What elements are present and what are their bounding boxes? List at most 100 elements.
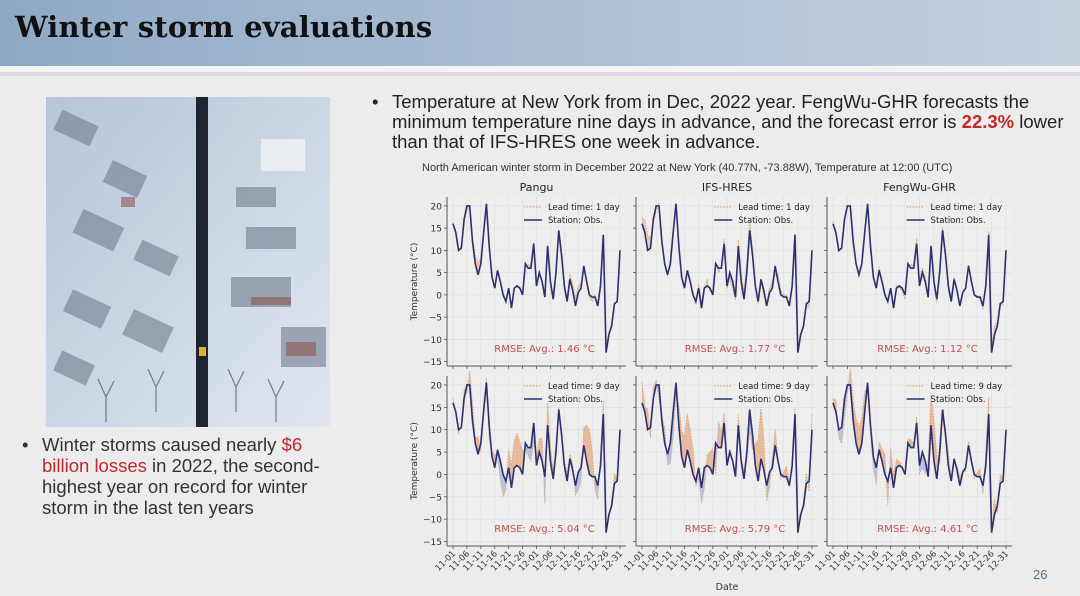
- rmse-annotation: RMSE: Avg.: 1.46 °C: [494, 344, 594, 355]
- error-fill: [589, 429, 593, 477]
- chart-panel-1: IFS-HRES Lead time: 1 day Station: Obs. RMS…: [633, 181, 818, 369]
- losses-text-prefix: Winter storms caused nearly: [42, 434, 282, 455]
- error-fill: [718, 421, 722, 448]
- legend-forecast-label: Lead time: 1 day: [738, 203, 810, 213]
- error-fill: [528, 447, 531, 461]
- legend-forecast-label: Lead time: 9 day: [548, 382, 620, 392]
- legend-forecast-label: Lead time: 1 day: [548, 203, 620, 213]
- y-axis-label: Temperature (°C): [410, 243, 420, 322]
- panel-title: Pangu: [520, 181, 554, 194]
- error-fill: [707, 452, 710, 468]
- y-tick-label: −10: [423, 516, 442, 526]
- rmse-annotation: RMSE: Avg.: 1.12 °C: [877, 344, 977, 355]
- y-tick-label: 10: [431, 426, 443, 436]
- x-axis-label: Date: [716, 582, 739, 593]
- error-fill: [873, 456, 877, 484]
- error-fill: [539, 438, 543, 461]
- error-fill: [922, 452, 926, 474]
- legend-obs-label: Station: Obs.: [548, 216, 603, 226]
- rmse-annotation: RMSE: Avg.: 5.79 °C: [685, 524, 785, 535]
- panel-title: IFS-HRES: [702, 181, 752, 194]
- observed-line: [641, 203, 813, 353]
- y-tick-label: 15: [431, 225, 442, 235]
- chart-panel-2: FengWu-GHR Lead time: 1 day Station: Obs. R…: [824, 181, 1012, 369]
- observed-line: [832, 382, 1007, 533]
- error-fill: [755, 439, 759, 482]
- error-fill: [511, 440, 515, 488]
- legend-obs-label: Station: Obs.: [738, 216, 793, 226]
- rmse-annotation: RMSE: Avg.: 5.04 °C: [494, 524, 594, 535]
- y-tick-label: 10: [431, 247, 443, 257]
- figure-title: North American winter storm in December …: [422, 162, 953, 174]
- rmse-annotation: RMSE: Avg.: 1.77 °C: [685, 344, 785, 355]
- rmse-annotation: RMSE: Avg.: 4.61 °C: [877, 524, 977, 535]
- error-fill: [517, 434, 520, 468]
- error-fill: [514, 434, 518, 468]
- summary-text-2: lower than that of IFS-HRES one week in …: [392, 111, 1064, 152]
- error-fill: [847, 368, 851, 393]
- chart-panel-4: 11-0111-0611-1111-1611-2111-2612-0112-06…: [623, 376, 818, 593]
- error-fill: [838, 427, 842, 444]
- legend-obs-label: Station: Obs.: [548, 395, 603, 405]
- error-fill: [647, 409, 651, 438]
- error-fill: [594, 476, 598, 500]
- y-tick-label: −5: [429, 314, 442, 324]
- y-tick-label: 0: [436, 291, 442, 301]
- panel-title: FengWu-GHR: [883, 181, 956, 194]
- chart-panel-5: 11-0111-0611-1111-1611-2111-2612-0112-06…: [814, 368, 1012, 574]
- losses-highlight: $6 billion losses: [42, 434, 303, 476]
- forecast-line: [641, 202, 813, 350]
- page-title: Winter storm evaluations: [15, 10, 433, 44]
- observed-line: [641, 382, 813, 533]
- header-bar: Winter storm evaluations: [0, 0, 1080, 66]
- y-tick-label: 5: [436, 449, 442, 459]
- summary-text-1: Temperature at New York from in Dec, 202…: [392, 91, 1030, 132]
- legend-obs-label: Station: Obs.: [931, 216, 986, 226]
- bullet-icon: •: [22, 434, 29, 455]
- error-fill: [500, 461, 504, 497]
- observed-line: [452, 382, 621, 533]
- legend-forecast-label: Lead time: 1 day: [931, 203, 1003, 213]
- error-fill: [977, 468, 981, 477]
- y-tick-label: 20: [431, 202, 443, 212]
- error-fill: [687, 413, 691, 461]
- error-reduction-highlight: 22.3%: [961, 111, 1015, 132]
- error-fill: [592, 449, 595, 491]
- error-fill: [910, 439, 914, 448]
- y-tick-label: −5: [429, 493, 442, 503]
- losses-text-suffix: in 2022, the second-highest year on reco…: [42, 455, 320, 518]
- y-tick-label: 5: [436, 269, 442, 279]
- bullet-icon: •: [372, 91, 379, 112]
- chart-panel-3: 20151050−5−10−1511-0111-0611-1111-1611-2…: [410, 371, 626, 574]
- chart-panel-0: 20 15 10 5 0 −5 −10 −15 Pangu Lead time: 1 day Sta…: [410, 181, 626, 369]
- forecast-summary-text: Temperature at New York from in Dec, 202…: [392, 92, 1080, 152]
- page-number: 26: [1033, 567, 1048, 582]
- observed-line: [452, 203, 621, 353]
- error-fill: [715, 262, 719, 273]
- y-tick-label: −15: [423, 358, 442, 368]
- snow-aerial-photo: [46, 97, 330, 427]
- error-fill: [519, 440, 523, 475]
- photo-illustration: [46, 97, 330, 427]
- error-fill: [647, 234, 651, 251]
- forecast-line: [832, 368, 1007, 529]
- error-fill: [783, 466, 787, 477]
- y-tick-label: −15: [423, 538, 442, 548]
- observed-line: [832, 203, 1007, 353]
- error-fill: [466, 371, 470, 394]
- error-fill: [583, 425, 587, 461]
- error-fill: [578, 467, 582, 491]
- legend-forecast-label: Lead time: 9 day: [931, 382, 1003, 392]
- header-divider: [0, 66, 1080, 76]
- error-fill: [761, 407, 764, 470]
- legend-obs-label: Station: Obs.: [738, 395, 793, 405]
- legend-obs-label: Station: Obs.: [931, 395, 986, 405]
- y-tick-label: −10: [423, 336, 442, 346]
- y-tick-label: 0: [436, 471, 442, 481]
- y-axis-label: Temperature (°C): [410, 422, 420, 501]
- legend-forecast-label: Lead time: 9 day: [738, 382, 810, 392]
- y-tick-label: 15: [431, 404, 442, 414]
- y-tick-label: 20: [431, 381, 443, 391]
- error-fill: [664, 427, 668, 465]
